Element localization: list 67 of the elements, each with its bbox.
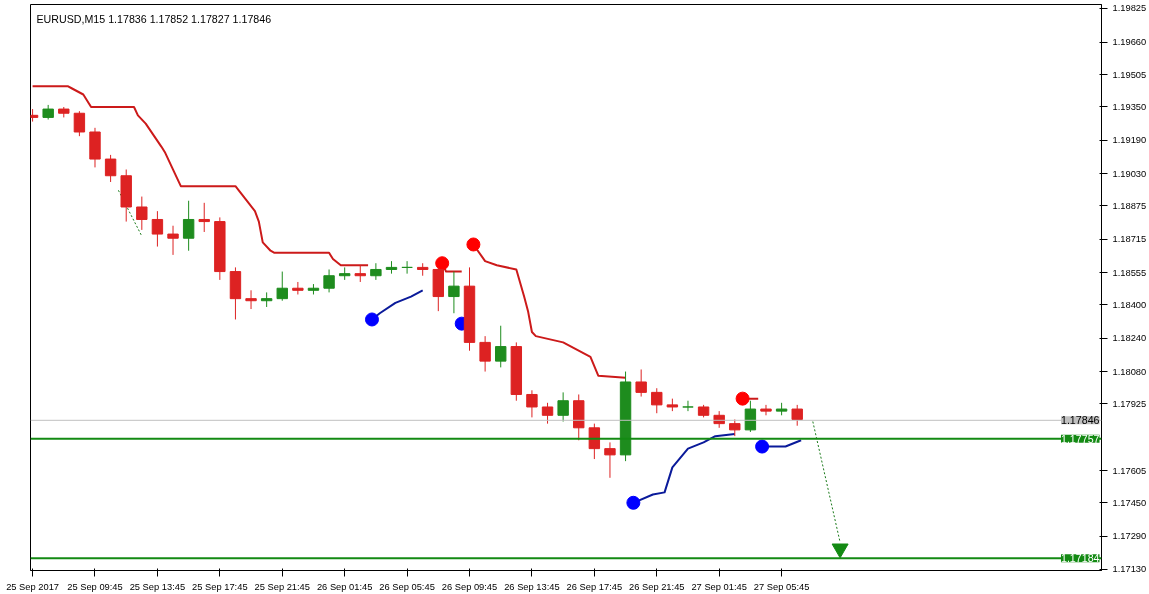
candlestick xyxy=(136,196,148,231)
y-tick-label: 1.18080 xyxy=(1112,366,1147,377)
candlestick xyxy=(479,335,491,373)
point xyxy=(626,495,641,510)
candlestick xyxy=(651,387,663,414)
x-tick-label: 26 Sep 13:45 xyxy=(504,581,560,592)
y-tick-label: 1.17925 xyxy=(1112,398,1147,409)
y-tick-label: 1.19190 xyxy=(1112,135,1147,146)
y-tick-label: 1.19030 xyxy=(1112,168,1147,179)
candlestick xyxy=(541,402,554,425)
text: EURUSD,M15 1.17836 1.17852 1.17827 1.17846 xyxy=(36,12,272,25)
candlestick xyxy=(760,404,772,416)
y-tick-label: 1.17130 xyxy=(1112,564,1147,575)
y-tick-label: 1.17450 xyxy=(1112,497,1147,508)
candlestick xyxy=(73,110,86,137)
y-tick-label: 1.18555 xyxy=(1112,267,1147,278)
ref-line-label: 1.17184 xyxy=(1060,552,1100,565)
point xyxy=(755,439,770,454)
x-tick-label: 27 Sep 01:45 xyxy=(691,581,747,592)
candlestick xyxy=(604,441,616,479)
candlestick xyxy=(791,404,803,427)
candlestick xyxy=(104,154,117,183)
y-tick-label: 1.18400 xyxy=(1112,299,1147,310)
candlestick xyxy=(635,368,647,398)
x-tick-label: 26 Sep 05:45 xyxy=(379,581,435,592)
candlestick xyxy=(323,268,335,293)
candlestick xyxy=(151,210,164,248)
candlestick xyxy=(370,262,382,281)
x-tick-label: 25 Sep 09:45 xyxy=(67,581,123,592)
point xyxy=(466,237,481,252)
x-tick-label: 25 Sep 21:45 xyxy=(254,581,311,592)
candlestick xyxy=(245,289,257,310)
point xyxy=(735,391,750,406)
candlestick xyxy=(744,400,757,433)
x-tick-label: 26 Sep 09:45 xyxy=(441,581,498,592)
y-tick-label: 1.18240 xyxy=(1112,333,1147,344)
candlestick xyxy=(526,389,538,418)
y-tick-label: 1.19350 xyxy=(1112,101,1147,112)
x-tick-label: 26 Sep 21:45 xyxy=(629,581,685,592)
x-tick-label: 27 Sep 05:45 xyxy=(753,581,810,592)
y-tick-label: 1.19660 xyxy=(1112,37,1147,48)
candlestick xyxy=(276,271,288,302)
point xyxy=(364,312,379,327)
y-tick-label: 1.17605 xyxy=(1112,465,1147,476)
candlestick xyxy=(448,271,460,314)
point xyxy=(435,256,450,271)
x-tick-label: 26 Sep 17:45 xyxy=(566,581,623,592)
ref-line-label: 1.17846 xyxy=(1060,414,1100,427)
x-tick-label: 25 Sep 2017 xyxy=(6,581,60,592)
candlestick xyxy=(495,325,507,368)
candlestick xyxy=(682,400,694,412)
y-tick-label: 1.18875 xyxy=(1112,200,1147,211)
y-tick-label: 1.18715 xyxy=(1112,234,1147,245)
candlestick xyxy=(198,202,210,233)
x-tick-label: 25 Sep 17:45 xyxy=(192,581,248,592)
candlestick xyxy=(292,281,304,295)
candlestick xyxy=(401,260,413,275)
ref-line-label: 1.17757 xyxy=(1060,432,1100,445)
candlestick xyxy=(588,423,601,460)
y-tick-label: 1.19825 xyxy=(1112,3,1147,14)
y-tick-label: 1.19505 xyxy=(1112,69,1147,80)
y-tick-label: 1.17290 xyxy=(1112,531,1147,542)
x-tick-label: 25 Sep 13:45 xyxy=(129,581,186,592)
candlestick xyxy=(182,200,195,252)
candlestick xyxy=(167,225,179,256)
candlestick xyxy=(557,391,569,423)
x-tick-label: 26 Sep 01:45 xyxy=(316,581,373,592)
